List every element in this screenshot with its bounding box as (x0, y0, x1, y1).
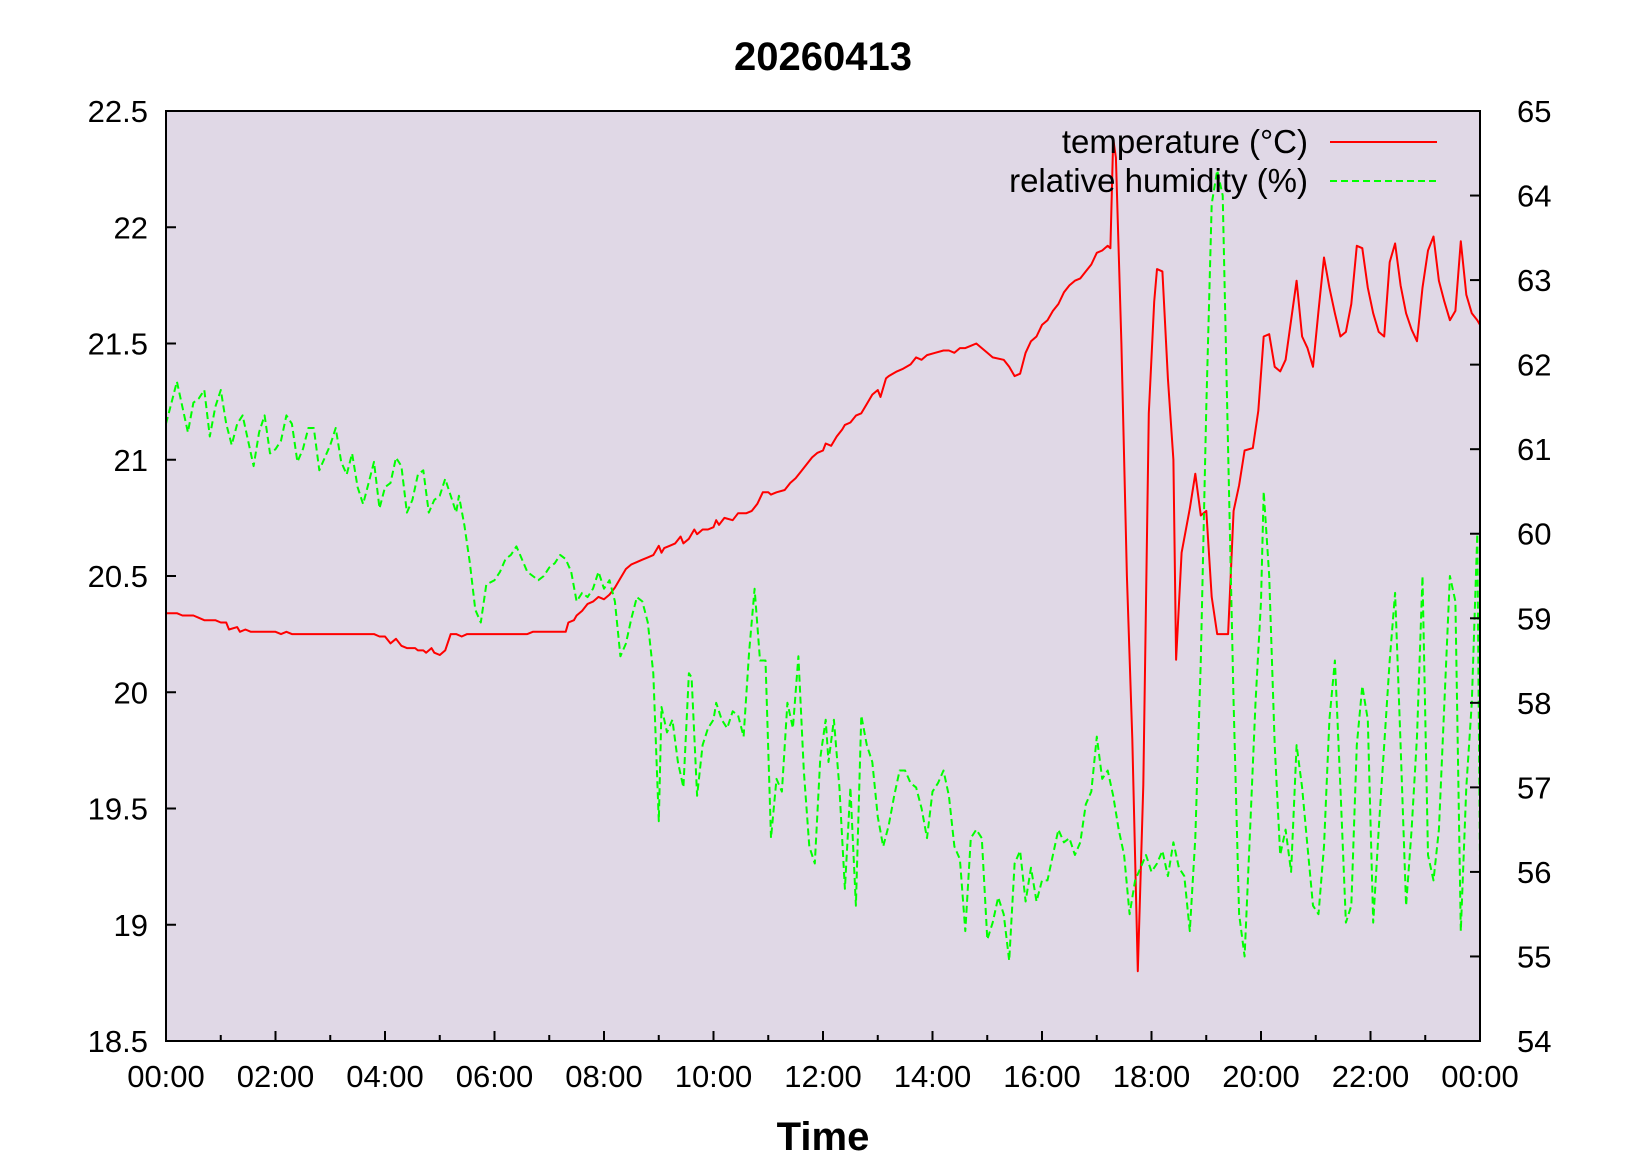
x-tick-label: 02:00 (237, 1059, 315, 1094)
right-y-tick-label: 56 (1517, 855, 1551, 890)
right-y-tick-label: 57 (1517, 770, 1551, 805)
left-y-tick-label: 22 (114, 210, 148, 245)
left-y-tick-label: 20 (114, 675, 148, 710)
x-axis-label: Time (777, 1115, 870, 1155)
left-y-tick-label: 21.5 (88, 327, 148, 362)
legend-label-temperature: temperature (°C) (1062, 123, 1308, 160)
x-tick-label: 12:00 (784, 1059, 862, 1094)
x-tick-label: 14:00 (894, 1059, 972, 1094)
right-y-tick-label: 65 (1517, 94, 1551, 129)
right-y-tick-label: 64 (1517, 179, 1551, 214)
left-y-tick-label: 19 (114, 908, 148, 943)
left-y-tick-label: 19.5 (88, 792, 148, 827)
x-axis: 00:00 02:00 04:00 06:00 08:00 10:00 12:00 14:00… (127, 1031, 1519, 1094)
series-layer (165, 137, 1481, 973)
right-y-tick-label: 61 (1517, 432, 1551, 467)
temperature-line (166, 137, 1481, 973)
x-tick-label: 18:00 (1113, 1059, 1191, 1094)
right-y-tick-label: 59 (1517, 601, 1551, 636)
humidity-line (165, 169, 1481, 962)
right-y-tick-label: 58 (1517, 686, 1551, 721)
right-y-tick-label: 62 (1517, 348, 1551, 383)
chart-title: 20260413 (734, 35, 912, 79)
plot-background (166, 111, 1480, 1041)
left-y-tick-label: 18.5 (88, 1024, 148, 1059)
left-y-tick-label: 22.5 (88, 94, 148, 129)
right-y-tick-label: 55 (1517, 939, 1551, 974)
x-tick-label: 06:00 (456, 1059, 534, 1094)
legend: temperature (°C) relative humidity (%) (1009, 123, 1437, 199)
right-y-axis: 54 55 56 57 58 59 60 61 62 63 64 65 (1470, 94, 1551, 1059)
x-tick-label: 16:00 (1003, 1059, 1081, 1094)
left-y-tick-label: 21 (114, 443, 148, 478)
legend-label-humidity: relative humidity (%) (1009, 162, 1308, 199)
right-y-tick-label: 63 (1517, 263, 1551, 298)
right-y-tick-label: 54 (1517, 1024, 1551, 1059)
x-tick-label: 08:00 (565, 1059, 643, 1094)
x-tick-label: 22:00 (1332, 1059, 1410, 1094)
x-tick-label: 10:00 (675, 1059, 753, 1094)
right-y-tick-label: 60 (1517, 517, 1551, 552)
x-tick-label: 00:00 (127, 1059, 205, 1094)
x-tick-label: 04:00 (346, 1059, 424, 1094)
left-y-axis: 18.5 19 19.5 20 20.5 21 21.5 22 22.5 (88, 94, 176, 1059)
left-y-tick-label: 20.5 (88, 559, 148, 594)
x-tick-label: 00:00 (1441, 1059, 1519, 1094)
x-tick-label: 20:00 (1222, 1059, 1300, 1094)
